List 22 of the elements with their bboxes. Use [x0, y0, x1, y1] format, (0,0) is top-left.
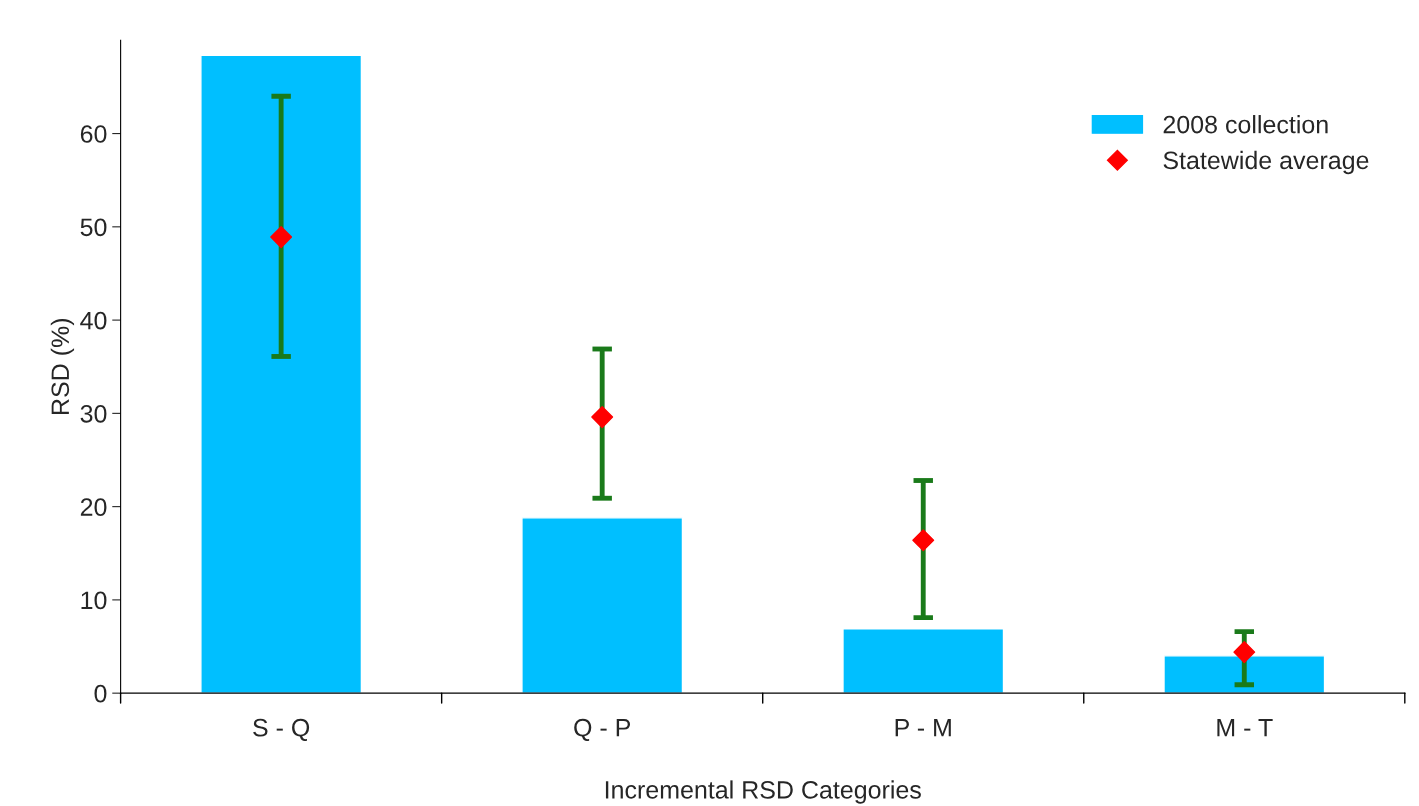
legend-label: Statewide average: [1163, 150, 1369, 175]
x-tick-label: M - T: [1217, 719, 1273, 737]
y-tick-label: 0: [94, 684, 107, 703]
legend-label: 2008 collection: [1163, 115, 1328, 134]
y-axis-title: RSD (%): [50, 318, 75, 414]
point: [1233, 641, 1256, 664]
bar: [200, 54, 363, 694]
x-tick-label: S - Q: [253, 718, 310, 741]
y-tick-label: 20: [80, 498, 107, 516]
x-tick-label: P - M: [895, 719, 951, 737]
x-tick-label: Q - P: [574, 718, 631, 741]
y-tick-label: 30: [80, 404, 107, 423]
y-tick-label: 10: [81, 591, 107, 610]
y-tick-label: 60: [80, 125, 107, 143]
bar: [521, 517, 684, 694]
x-axis-title: Incremental RSD Categories: [605, 780, 921, 804]
y-tick-label: 50: [80, 218, 107, 237]
y-tick-label: 40: [80, 311, 107, 330]
point: [912, 529, 935, 552]
point: [591, 406, 614, 429]
point: [270, 226, 293, 249]
bar: [842, 628, 1005, 694]
